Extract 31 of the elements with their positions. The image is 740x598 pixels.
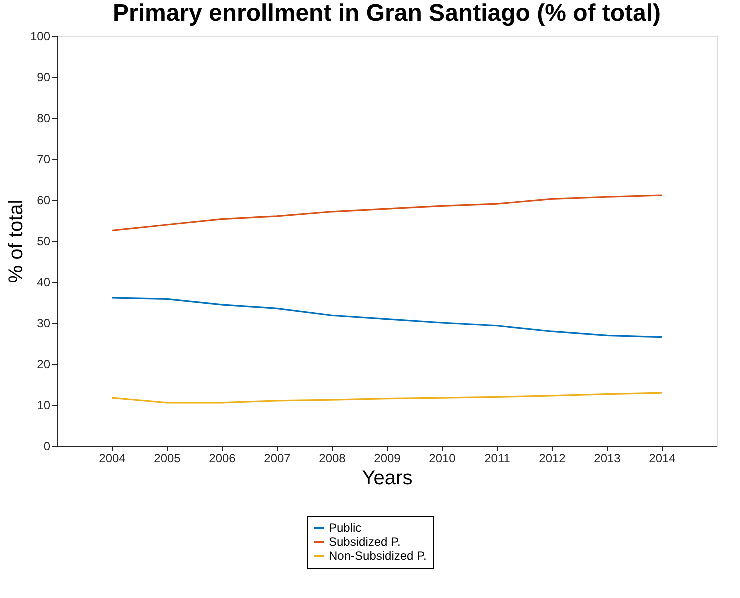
x-tick-label: 2011 — [484, 452, 511, 466]
y-axis-title: % of total — [5, 200, 28, 284]
y-tick-label: 10 — [37, 398, 51, 412]
x-tick-label: 2005 — [154, 452, 182, 466]
legend-label: Public — [329, 521, 362, 535]
x-tick-label: 2006 — [209, 452, 236, 466]
chart-title: Primary enrollment in Gran Santiago (% of total) — [112, 0, 662, 27]
y-tick-label: 60 — [37, 194, 51, 208]
y-tick-label: 30 — [37, 316, 51, 330]
line-series — [111, 297, 663, 338]
x-axis-title: Years — [362, 468, 413, 490]
y-tick-label: 100 — [30, 30, 51, 44]
line-series — [111, 392, 663, 404]
y-tick-label: 50 — [37, 234, 51, 248]
legend-label: Non-Subsidized P. — [329, 549, 427, 563]
legend-label: Subsidized P. — [329, 535, 401, 549]
x-tick-label: 2007 — [264, 452, 292, 466]
y-tick-label: 80 — [37, 112, 51, 126]
y-tick-label: 0 — [44, 440, 51, 454]
y-tick-label: 40 — [37, 276, 51, 290]
x-tick-label: 2009 — [374, 452, 402, 466]
y-tick-label: 20 — [37, 358, 51, 372]
line-series — [111, 194, 663, 232]
x-tick-label: 2010 — [429, 452, 456, 466]
x-tick-label: 2014 — [649, 452, 676, 466]
x-tick-label: 2004 — [99, 452, 126, 466]
y-tick-label: 90 — [37, 70, 51, 84]
y-tick-label: 70 — [37, 152, 51, 166]
x-tick-label: 2012 — [539, 452, 566, 466]
x-tick-label: 2013 — [594, 452, 622, 466]
x-tick-label: 2008 — [319, 452, 346, 466]
